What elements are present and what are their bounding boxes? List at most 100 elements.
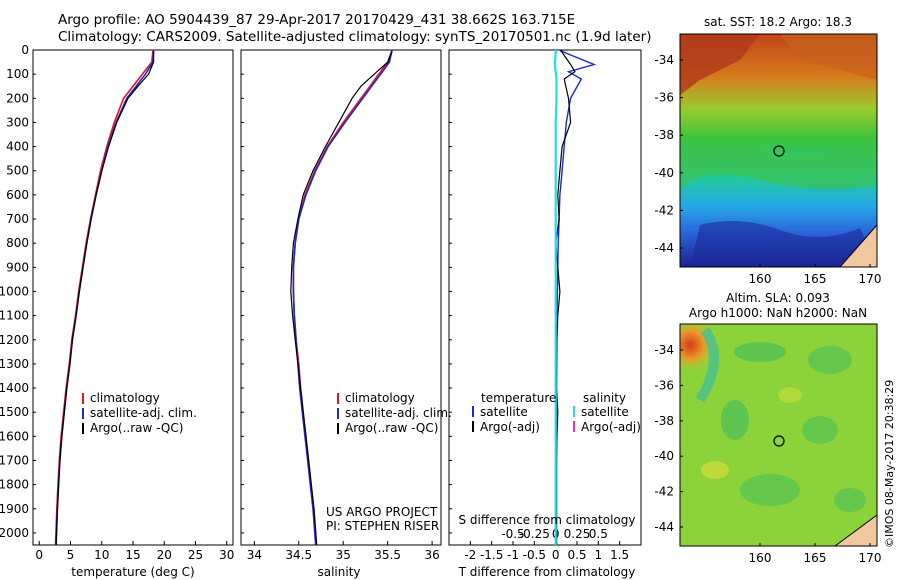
temperature-x-axis: 0 5 10 15 20 25 30 [35,541,234,562]
difference-plot-frame [448,49,642,546]
map-lat-label: -38 [654,128,674,142]
difference-profile-lines [553,49,597,545]
map-lon-label: 170 [859,272,882,286]
series-line-argo-raw-qc [55,51,155,546]
figure-title-line2: Climatology: CARS2009. Satellite-adjuste… [58,29,652,45]
s-tick-label: -0.5 [501,527,524,541]
x-tick-label: -1.5 [480,548,503,562]
depth-tick-label: 300 [6,115,29,129]
x-tick-label: 5 [67,548,75,562]
map-lat-label: -40 [654,166,674,180]
sla-map-axes: -34 -36 -38 -40 -42 -44 160 165 170 [654,343,881,565]
x-tick-label: 25 [188,548,203,562]
project-name: US ARGO PROJECT [326,505,438,519]
legend-label-satellite-t: satellite [480,405,528,419]
sst-map-frame [679,33,878,268]
series-line-satellite-salinity [553,49,558,545]
salinity-plot-frame [240,49,442,546]
depth-tick-label: 400 [6,140,29,154]
legend-label-climatology: climatology [90,391,160,405]
legend-label-climatology: climatology [345,391,415,405]
depth-tick-label: 200 [6,91,29,105]
legend-title-salinity: salinity [583,391,626,405]
x-tick-label: 35.5 [374,548,401,562]
depth-tick-label: 1500 [0,405,29,419]
x-tick-label: 0.5 [567,548,586,562]
temperature-legend: climatology satellite-adj. clim. Argo(..… [82,391,197,435]
temperature-x-label: temperature (deg C) [71,565,194,579]
s-difference-label: S difference from climatology [459,513,636,527]
s-tick-label: 0.25 [564,527,591,541]
legend-label-argo: Argo(..raw -QC) [345,421,438,435]
map-lat-label: -40 [654,449,674,463]
depth-tick-label: 800 [6,236,29,250]
temperature-plot-frame [32,49,234,546]
depth-tick-label: 1000 [0,284,29,298]
salinity-legend: climatology satellite-adj. clim. Argo(..… [337,391,452,435]
depth-tick-label: 0 [21,43,29,57]
series-line-argo-adj [555,49,576,545]
depth-tick-label: 500 [6,164,29,178]
depth-tick-label: 900 [6,260,29,274]
map-lat-label: -38 [654,414,674,428]
x-tick-label: 34 [247,548,262,562]
map-lat-label: -36 [654,91,674,105]
x-tick-label: -2 [464,548,476,562]
series-line-satellite-adj-clim [292,49,393,546]
sla-map-frame [679,323,878,547]
legend-label-argo-t: Argo(-adj) [480,420,540,434]
sla-map-image [680,324,877,546]
legend-label-argo: Argo(..raw -QC) [90,421,183,435]
x-tick-label: 35 [336,548,351,562]
map-lat-label: -44 [654,520,674,534]
s-tick-label: -0.25 [519,527,550,541]
legend-title-temperature: temperature [481,391,556,405]
legend-label-satellite-adj: satellite-adj. clim. [345,406,452,420]
x-tick-label: 10 [94,548,109,562]
map-lon-label: 170 [859,551,882,565]
temperature-profile-lines [54,49,155,546]
series-line-argo-raw-qc [290,50,393,546]
sla-map-title: Altim. SLA: 0.093 [726,291,830,305]
sla-map-subtitle: Argo h1000: NaN h2000: NaN [689,306,867,320]
imos-watermark: ©IMOS 08-May-2017 20:38:29 [883,380,896,548]
depth-tick-label: 700 [6,212,29,226]
depth-tick-label: 600 [6,188,29,202]
x-tick-label: 20 [157,548,172,562]
x-tick-label: 1 [595,548,603,562]
depth-axis: 0 100 200 300 400 500 600 700 800 900 1000 1100 1200… [0,43,452,540]
depth-tick-label: 1400 [0,381,29,395]
depth-tick-label: 1900 [0,502,29,516]
x-tick-label: 0 [35,548,43,562]
map-lat-label: -36 [654,378,674,392]
x-tick-label: -0.5 [523,548,546,562]
map-lat-label: -34 [654,53,674,67]
depth-tick-label: 1200 [0,333,29,347]
x-tick-label: 0 [552,548,560,562]
t-difference-x-label: T difference from climatology [458,565,636,579]
x-tick-label: 1.5 [610,548,629,562]
map-lon-label: 165 [804,272,827,286]
map-lat-label: -42 [654,485,674,499]
depth-tick-label: 100 [6,67,29,81]
depth-tick-label: 1600 [0,429,29,443]
map-lon-label: 160 [749,272,772,286]
sst-map-title: sat. SST: 18.2 Argo: 18.3 [704,15,852,29]
sst-map-image [680,34,877,267]
depth-tick-label: 2000 [0,526,29,540]
salinity-x-label: salinity [317,565,360,579]
project-pi: PI: STEPHEN RISER [326,519,439,533]
salinity-x-axis: 34 34.5 35 35.5 36 [247,541,440,562]
s-tick-label: 0.5 [589,527,608,541]
depth-tick-label: 1800 [0,478,29,492]
difference-legend: temperature salinity satellite Argo(-adj… [472,391,641,434]
argo-location-marker [773,435,785,447]
depth-tick-label: 1700 [0,453,29,467]
map-lat-label: -34 [654,343,674,357]
x-tick-label: 34.5 [285,548,312,562]
legend-label-satellite-s: satellite [581,405,629,419]
map-lon-label: 160 [749,551,772,565]
x-tick-label: -1 [507,548,519,562]
legend-label-satellite-adj: satellite-adj. clim. [90,406,197,420]
